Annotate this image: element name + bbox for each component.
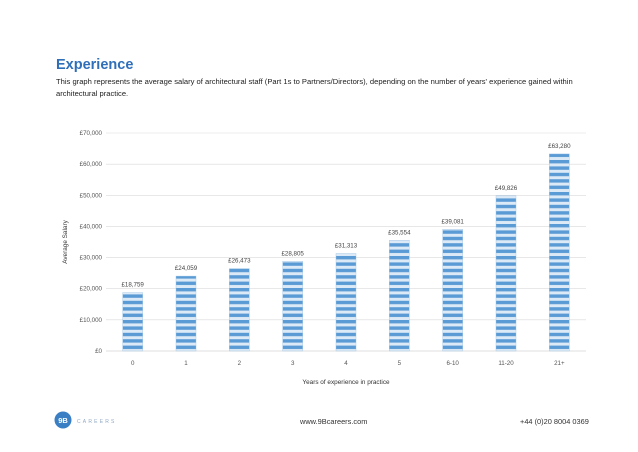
bar-value-label: £26,473 — [228, 258, 251, 265]
y-tick-label: £20,000 — [80, 286, 103, 293]
x-axis-title: Years of experience in practice — [302, 379, 390, 386]
bar — [442, 229, 463, 352]
page-title: Experience — [56, 57, 134, 73]
bar — [175, 275, 197, 352]
logo-mark: 9B — [58, 416, 68, 425]
x-tick-label: 0 — [131, 360, 135, 367]
bar — [495, 195, 517, 352]
footer-phone-number: +44 (0)20 8004 0369 — [520, 417, 589, 426]
y-axis-ticks: £0 £10,000 £20,000 £30,000 £40,000 £50,000 £60… — [80, 130, 103, 355]
chart-description: This graph represents the average salary… — [56, 77, 573, 98]
bars — [122, 153, 570, 352]
y-axis-title: Average Salary — [62, 219, 69, 263]
company-logo: 9B CAREERS — [54, 411, 124, 436]
bar-value-label: £63,280 — [548, 143, 571, 150]
x-tick-label: 2 — [238, 360, 242, 367]
y-tick-label: £50,000 — [80, 192, 103, 199]
bar-value-label: £24,059 — [175, 265, 198, 272]
x-tick-label: 5 — [398, 360, 402, 367]
bar — [122, 292, 143, 352]
y-tick-label: £70,000 — [80, 130, 103, 137]
y-tick-label: £10,000 — [80, 317, 103, 324]
logo-text: CAREERS — [77, 419, 117, 425]
bar-value-label: £35,554 — [388, 229, 411, 236]
x-tick-label: 3 — [291, 360, 295, 367]
y-tick-label: £60,000 — [80, 161, 103, 168]
y-tick-label: £0 — [95, 348, 102, 355]
bar — [335, 253, 357, 352]
bar — [282, 261, 303, 352]
y-tick-label: £30,000 — [80, 255, 103, 262]
bar — [229, 268, 250, 352]
bar — [549, 153, 570, 352]
x-tick-label: 11-20 — [498, 360, 514, 367]
x-tick-label: 1 — [184, 360, 188, 367]
bar — [389, 240, 410, 352]
bar-value-label: £28,805 — [281, 250, 304, 257]
x-tick-label: 21+ — [554, 360, 565, 367]
bar-value-label: £31,313 — [335, 242, 358, 249]
bar-value-label: £18,759 — [121, 282, 144, 289]
bar-value-label: £39,081 — [441, 218, 464, 225]
footer-website-link[interactable]: www.9Bcareers.com — [300, 417, 368, 426]
x-tick-label: 6-10 — [446, 360, 459, 367]
data-labels: £18,759 £24,059 £26,473 £28,805 £31,313 £35,5… — [121, 143, 571, 289]
x-tick-label: 4 — [344, 360, 348, 367]
bar-value-label: £49,826 — [495, 185, 518, 192]
y-tick-label: £40,000 — [80, 223, 103, 230]
logo-badge-icon — [54, 411, 72, 429]
x-axis-ticks: 0 1 2 3 4 5 6-10 11-20 21+ — [131, 360, 565, 367]
